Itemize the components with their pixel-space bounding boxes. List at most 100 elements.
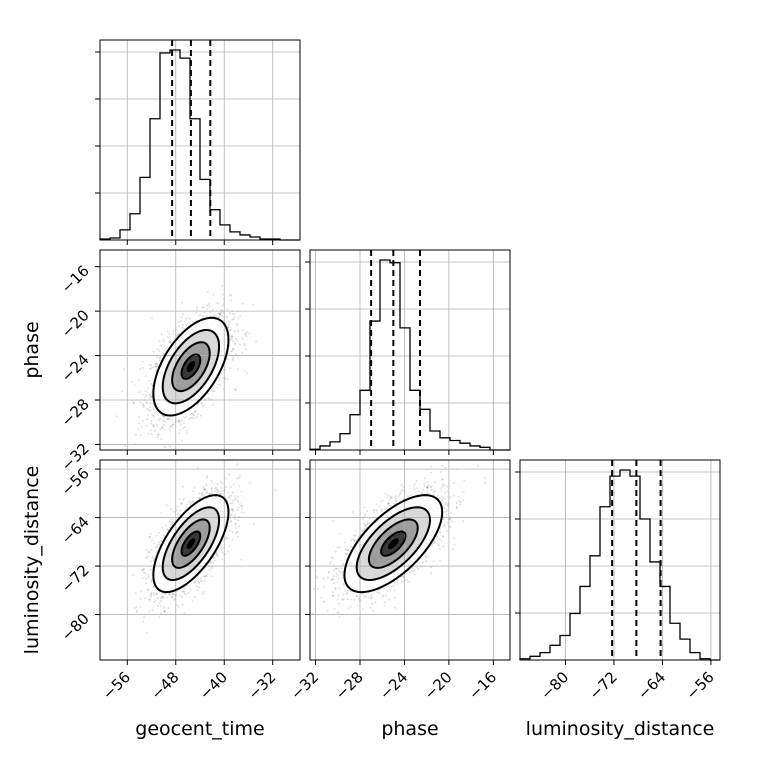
sample-point xyxy=(162,340,165,343)
sample-point xyxy=(193,580,196,583)
sample-point xyxy=(160,540,163,543)
sample-point xyxy=(199,414,202,417)
sample-point xyxy=(150,422,152,425)
sample-point xyxy=(152,424,155,427)
sample-point xyxy=(177,333,180,336)
sample-point xyxy=(336,546,339,549)
sample-point xyxy=(462,499,465,501)
sample-point xyxy=(142,567,145,570)
sample-point xyxy=(191,320,194,323)
sample-point xyxy=(191,416,194,419)
sample-point xyxy=(224,537,227,540)
sample-point xyxy=(158,602,161,605)
sample-point xyxy=(230,350,233,353)
sample-point xyxy=(203,311,206,314)
sample-point xyxy=(163,609,166,612)
sample-point xyxy=(237,506,240,509)
sample-point xyxy=(146,589,149,592)
sample-point xyxy=(213,557,216,559)
sample-point xyxy=(231,499,234,502)
sample-point xyxy=(201,495,204,498)
sample-point xyxy=(150,548,153,551)
sample-point xyxy=(185,506,188,509)
sample-point xyxy=(215,488,218,491)
sample-point xyxy=(137,428,140,431)
sample-point xyxy=(206,491,209,494)
sample-point xyxy=(196,308,199,311)
sample-point xyxy=(230,508,233,511)
sample-point xyxy=(183,426,186,429)
sample-point xyxy=(135,609,138,612)
sample-point xyxy=(221,558,224,561)
sample-point xyxy=(156,356,159,358)
sample-point xyxy=(180,590,183,593)
sample-point xyxy=(484,481,487,484)
sample-point xyxy=(139,605,142,608)
sample-point xyxy=(176,505,179,508)
sample-point xyxy=(147,414,149,417)
sample-point xyxy=(213,390,216,393)
sample-point xyxy=(138,391,141,394)
sample-point xyxy=(189,502,192,505)
sample-point xyxy=(172,329,175,332)
sample-point xyxy=(162,419,164,422)
sample-point xyxy=(203,579,206,582)
sample-point xyxy=(176,328,179,331)
sample-point xyxy=(209,560,212,563)
sample-point xyxy=(153,425,156,428)
sample-point xyxy=(180,316,183,319)
sample-point xyxy=(233,316,236,319)
sample-point xyxy=(196,589,199,592)
sample-point xyxy=(160,596,163,599)
sample-point xyxy=(151,556,154,559)
sample-point xyxy=(169,341,172,343)
sample-point xyxy=(132,401,135,404)
sample-point xyxy=(231,338,234,340)
sample-point xyxy=(201,405,204,407)
sample-point xyxy=(231,491,234,494)
sample-point xyxy=(236,368,239,371)
sample-point xyxy=(244,332,247,335)
sample-point xyxy=(234,495,237,498)
sample-point xyxy=(162,531,165,534)
sample-point xyxy=(227,326,230,329)
sample-point xyxy=(221,492,224,495)
sample-point xyxy=(168,341,171,343)
sample-point xyxy=(168,593,171,595)
sample-point xyxy=(139,434,142,437)
sample-point xyxy=(121,390,124,393)
sample-point xyxy=(219,492,221,495)
sample-point xyxy=(274,489,277,492)
sample-point xyxy=(229,294,232,297)
sample-point xyxy=(206,307,209,310)
sample-point xyxy=(148,551,151,554)
sample-point xyxy=(202,590,205,593)
sample-point xyxy=(158,531,160,534)
sample-point xyxy=(149,594,152,597)
sample-point xyxy=(175,604,178,606)
sample-point xyxy=(237,329,239,332)
sample-point xyxy=(229,338,232,341)
sample-point xyxy=(453,543,456,546)
sample-point xyxy=(176,512,179,515)
sample-point xyxy=(234,522,237,525)
sample-point xyxy=(163,610,166,613)
sample-point xyxy=(236,339,239,342)
sample-point xyxy=(201,580,204,582)
sample-point xyxy=(188,500,191,503)
sample-point xyxy=(218,313,221,315)
sample-point xyxy=(236,324,239,326)
sample-point xyxy=(416,566,419,568)
sample-point xyxy=(424,552,427,555)
sample-point xyxy=(245,335,248,338)
sample-point xyxy=(185,593,188,596)
sample-point xyxy=(207,397,210,400)
sample-point xyxy=(183,592,186,595)
sample-point xyxy=(168,592,171,595)
sample-point xyxy=(200,402,203,405)
sample-point xyxy=(133,607,136,609)
sample-point xyxy=(228,473,231,476)
sample-point xyxy=(235,531,238,534)
sample-point xyxy=(152,559,155,561)
sample-point xyxy=(148,598,151,601)
